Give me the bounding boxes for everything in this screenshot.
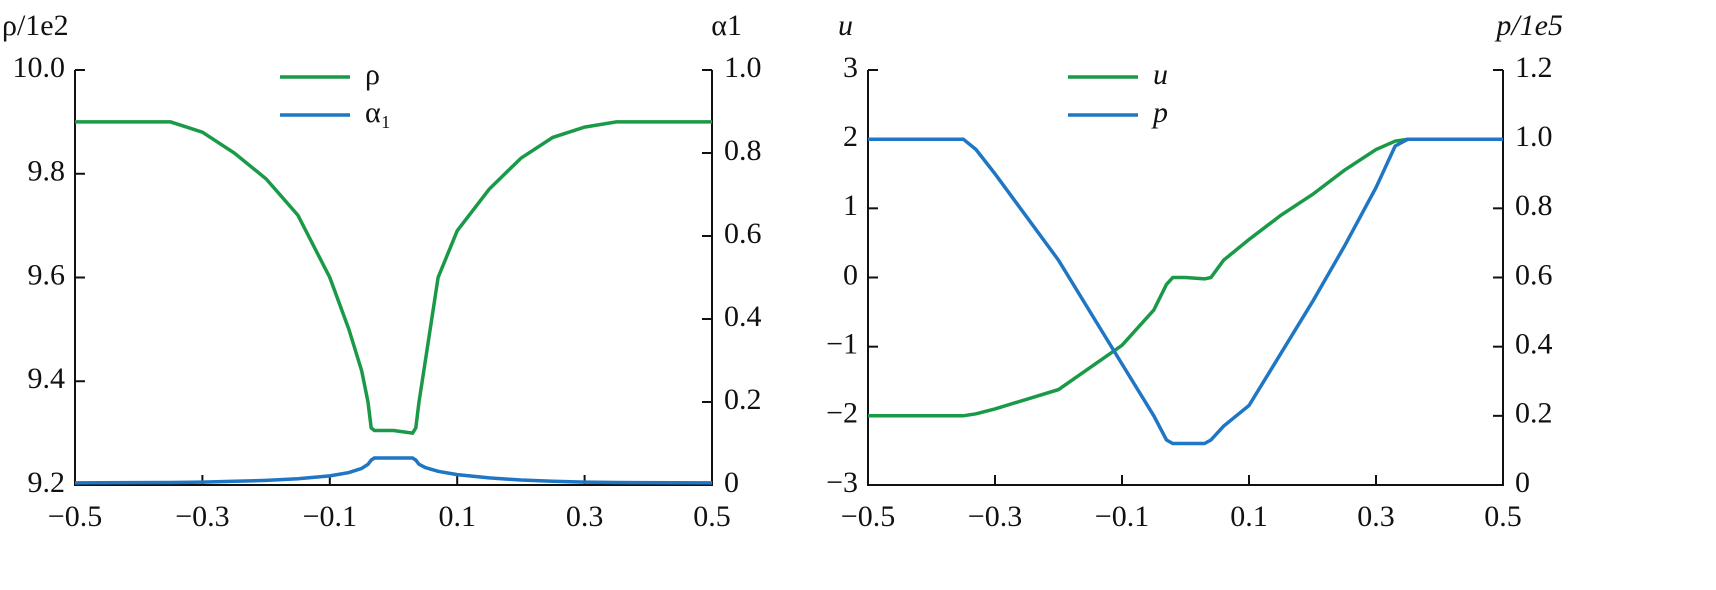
y2-tick-label: 1.0 — [1515, 120, 1553, 153]
y-axis-title: u — [838, 9, 853, 42]
y-tick-label: 0 — [843, 258, 858, 291]
x-tick-label: −0.5 — [841, 500, 895, 533]
y-tick-label: 9.4 — [28, 362, 66, 395]
y-tick-label: 9.8 — [28, 155, 66, 188]
y-tick-label: −1 — [826, 328, 858, 361]
y-axis-title: ρ/1e2 — [2, 9, 69, 42]
y2-axis-title: α1 — [711, 9, 742, 42]
line-series — [868, 137, 1503, 446]
x-tick-label: 0.3 — [566, 500, 604, 533]
y-tick-label: 9.2 — [28, 466, 66, 499]
legend-label: p — [1151, 96, 1168, 129]
x-tick-label: −0.1 — [303, 500, 357, 533]
legend-label: u — [1153, 58, 1168, 91]
y-tick-label: 3 — [843, 51, 858, 84]
x-tick-label: −0.3 — [968, 500, 1022, 533]
line-series — [868, 137, 1503, 418]
y2-tick-label: 0.6 — [1515, 258, 1553, 291]
y2-tick-label: 1.0 — [724, 51, 762, 84]
x-tick-label: −0.3 — [175, 500, 229, 533]
x-tick-label: −0.1 — [1095, 500, 1149, 533]
y2-tick-label: 0.6 — [724, 217, 762, 250]
y-tick-label: 10.0 — [13, 51, 66, 84]
y2-tick-label: 1.2 — [1515, 51, 1553, 84]
y-tick-label: 1 — [843, 189, 858, 222]
y-tick-label: −3 — [826, 466, 858, 499]
y2-tick-label: 0.8 — [1515, 189, 1553, 222]
legend-label: α₁ — [365, 96, 391, 129]
x-tick-label: 0.1 — [1230, 500, 1268, 533]
y-tick-label: 2 — [843, 120, 858, 153]
y2-tick-label: 0.8 — [724, 134, 762, 167]
y2-tick-label: 0 — [724, 466, 739, 499]
x-tick-label: 0.5 — [1484, 500, 1522, 533]
x-tick-label: −0.5 — [48, 500, 102, 533]
y2-tick-label: 0.2 — [1515, 397, 1553, 430]
x-tick-label: 0.1 — [438, 500, 476, 533]
y2-axis-title: p/1e5 — [1494, 9, 1563, 42]
y2-tick-label: 0.2 — [724, 383, 762, 416]
y2-tick-label: 0 — [1515, 466, 1530, 499]
line-series — [75, 120, 712, 435]
y2-tick-label: 0.4 — [724, 300, 762, 333]
line-series — [74, 456, 713, 485]
x-tick-label: 0.5 — [693, 500, 731, 533]
legend-label: ρ — [365, 58, 380, 91]
x-tick-label: 0.3 — [1357, 500, 1395, 533]
y-tick-label: −2 — [826, 397, 858, 430]
y2-tick-label: 0.4 — [1515, 328, 1553, 361]
y-tick-label: 9.6 — [28, 258, 66, 291]
axes — [74, 70, 713, 486]
